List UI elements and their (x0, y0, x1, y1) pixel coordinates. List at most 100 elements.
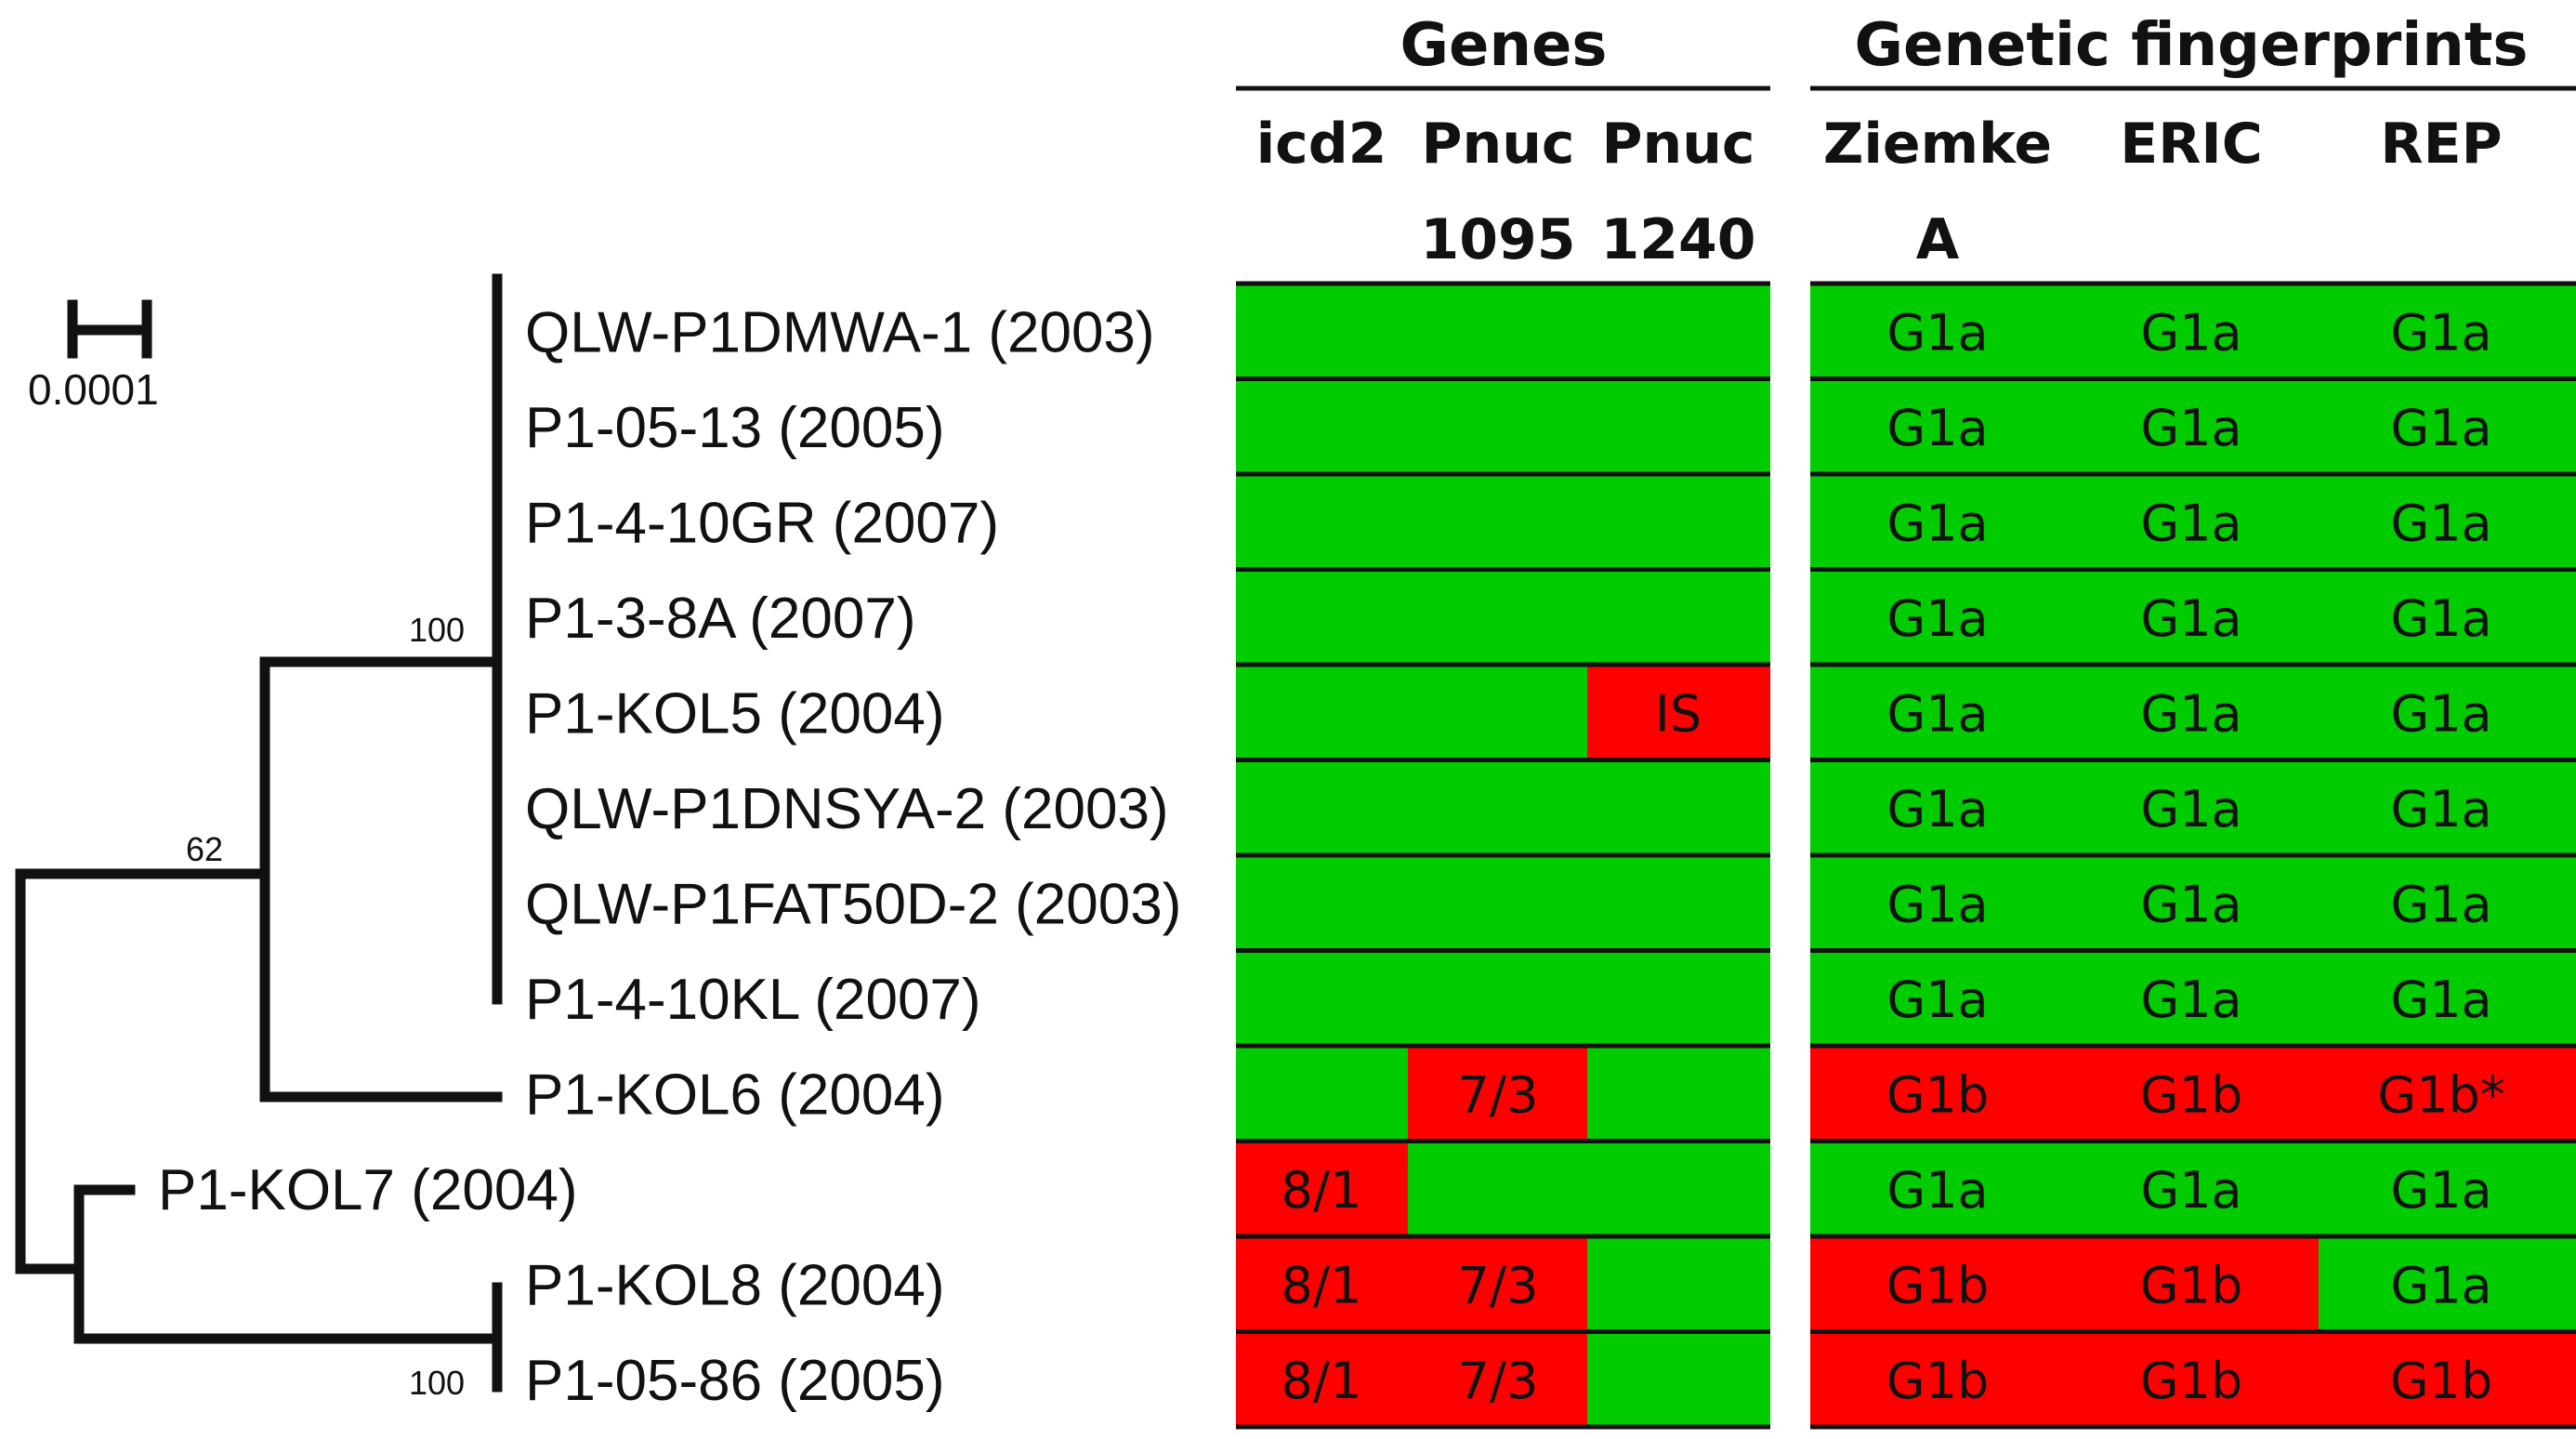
fingerprint-cell (1989, 759, 2319, 855)
strain-label: QLW-P1DMWA-1 (2003) (525, 300, 1155, 364)
strain-label: P1-KOL7 (2004) (158, 1158, 577, 1222)
fingerprint-cell-value: G1a (2140, 494, 2241, 552)
gene-cell (1236, 1141, 1408, 1236)
fingerprint-cell-value: G1a (2390, 1161, 2491, 1220)
fingerprint-cell (1989, 1046, 2319, 1142)
fingerprint-cell-value: G1a (1886, 303, 1988, 362)
fingerprint-cell-value: G1b (2140, 1352, 2242, 1410)
fingerprint-cell (1810, 855, 1989, 951)
fingerprint-cell (1810, 284, 1989, 379)
fingerprint-cell (1989, 1236, 2319, 1332)
fingerprint-cell-value: G1a (2390, 589, 2491, 648)
gene-column-subheader: 1095 (1421, 207, 1576, 272)
fingerprint-cell (1989, 378, 2319, 474)
scale-bar-label: 0.0001 (28, 365, 159, 414)
fingerprints-header: Genetic fingerprints (1855, 11, 2529, 80)
fingerprint-cell-value: G1a (2390, 970, 2491, 1029)
fingerprint-cell (1810, 1141, 1989, 1236)
bootstrap-label-bottom: 100 (409, 1364, 465, 1402)
fingerprint-cell (2319, 378, 2576, 474)
gene-cell (1587, 759, 1770, 855)
fingerprint-cell-value: G1b (1886, 1352, 1989, 1410)
gene-cell (1587, 378, 1770, 474)
fingerprint-cell (1989, 665, 2319, 760)
gene-cell-value: 7/3 (1458, 1352, 1539, 1410)
fingerprint-cell (1810, 950, 1989, 1046)
fingerprint-cell-value: G1a (1886, 780, 1988, 838)
gene-cell (1236, 950, 1408, 1046)
gene-cell (1408, 1331, 1587, 1427)
fingerprint-cell (2319, 950, 2576, 1046)
gene-cell (1587, 1236, 1770, 1332)
gene-cell (1587, 474, 1770, 570)
fingerprint-column-header: ERIC (2120, 112, 2263, 177)
scale-bar-line (67, 299, 152, 359)
strain-label: QLW-P1FAT50D-2 (2003) (525, 872, 1181, 936)
gene-column-header: Pnuc (1422, 112, 1575, 177)
fingerprint-cell (2319, 284, 2576, 379)
fingerprint-cell (2319, 569, 2576, 665)
fingerprint-cell-value: G1a (2140, 684, 2241, 743)
fingerprint-cell (1989, 284, 2319, 379)
gene-column-header: Pnuc (1602, 112, 1755, 177)
fingerprint-column-subheader: A (1916, 207, 1960, 272)
gene-cell (1236, 378, 1408, 474)
fingerprint-cell-value: G1b (1886, 1256, 1989, 1314)
genes-header: Genes (1400, 11, 1608, 80)
fingerprint-cell-value: G1b (2140, 1065, 2242, 1124)
fingerprint-cell (1989, 950, 2319, 1046)
gene-cell-value: 8/1 (1281, 1161, 1362, 1220)
fingerprint-cell-value: G1a (1886, 684, 1988, 743)
phylogenetic-tree: 100 62 100 (15, 273, 503, 1402)
gene-cell (1408, 759, 1587, 855)
fingerprint-cell-value: G1a (2390, 399, 2491, 457)
bootstrap-label-mid: 62 (186, 830, 223, 868)
gene-cell (1408, 1236, 1587, 1332)
fingerprint-cell-value: G1a (2140, 875, 2241, 933)
gene-cell (1587, 1141, 1770, 1236)
fingerprint-cell (2319, 474, 2576, 570)
fingerprint-cell (1810, 474, 1989, 570)
gene-cell (1408, 1141, 1587, 1236)
fingerprint-column-header: Ziemke (1823, 112, 2052, 177)
fingerprint-cell (1989, 474, 2319, 570)
fingerprint-cell (2319, 665, 2576, 760)
gene-cell (1408, 284, 1587, 379)
gene-cell (1408, 474, 1587, 570)
gene-cell (1587, 855, 1770, 951)
strain-label: P1-05-86 (2005) (525, 1349, 945, 1413)
gene-cell (1236, 569, 1408, 665)
gene-cell (1587, 1331, 1770, 1427)
fingerprint-cell-value: G1a (2140, 589, 2241, 648)
fingerprint-cell (1810, 665, 1989, 760)
fingerprint-cell-value: G1a (1886, 494, 1988, 552)
gene-cell (1236, 1046, 1408, 1142)
strain-label: P1-3-8A (2007) (525, 587, 915, 651)
gene-cell-value: IS (1655, 684, 1702, 743)
bootstrap-label-top: 100 (409, 611, 465, 649)
fingerprint-cell-value: G1b* (2377, 1065, 2504, 1124)
fingerprint-cell-value: G1a (2140, 970, 2241, 1029)
fingerprint-cell-value: G1a (1886, 399, 1988, 457)
fingerprint-cell (1810, 569, 1989, 665)
fingerprint-cell-value: G1a (2390, 684, 2491, 743)
gene-cell (1587, 1046, 1770, 1142)
scale-bar: 0.0001 (28, 299, 159, 414)
column-headers: icd2 Pnuc 1095 Pnuc 1240 Ziemke A ERIC REP (1256, 112, 2503, 272)
gene-cell (1236, 1236, 1408, 1332)
gene-cell (1408, 855, 1587, 951)
gene-cell-value: 8/1 (1281, 1256, 1362, 1314)
fingerprint-cell (1989, 1331, 2319, 1427)
fingerprint-cell-value: G1b (2140, 1256, 2242, 1314)
strain-label: P1-KOL6 (2004) (525, 1063, 944, 1127)
gene-cell (1236, 855, 1408, 951)
strain-label: P1-KOL5 (2004) (525, 681, 944, 746)
strain-labels: QLW-P1DMWA-1 (2003) P1-05-13 (2005) P1-4-1… (158, 300, 1181, 1413)
gene-cell (1236, 759, 1408, 855)
gene-cell (1408, 665, 1587, 760)
fingerprint-cell-value: G1b (1886, 1065, 1989, 1124)
fingerprint-cell-value: G1a (1886, 589, 1988, 648)
fingerprint-cell (2319, 1331, 2576, 1427)
fingerprint-cell-value: G1a (1886, 1161, 1988, 1220)
